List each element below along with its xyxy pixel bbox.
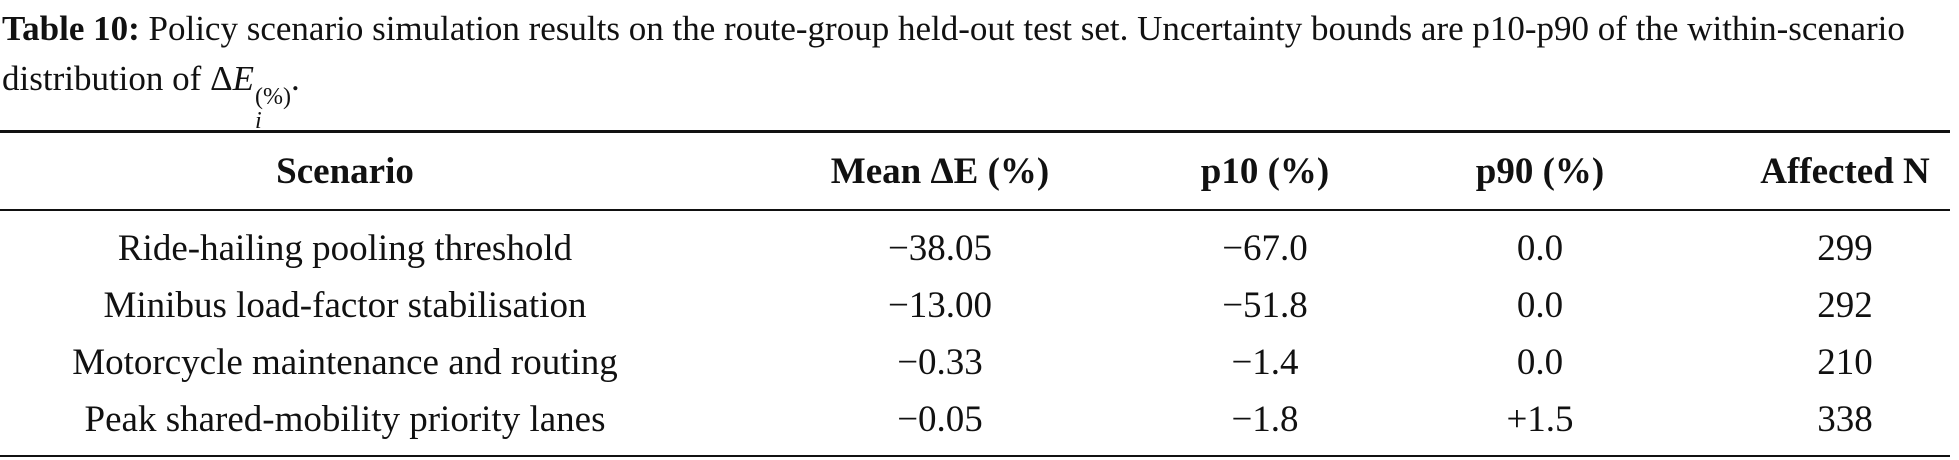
math-var: E — [232, 59, 254, 98]
table-cell: 0.0 — [1516, 228, 1564, 269]
table-cell: 0.0 — [1516, 285, 1564, 326]
caption-label: Table 10: — [2, 9, 140, 48]
caption-math: ΔE (%) i — [210, 59, 291, 133]
header-cell: Scenario — [276, 150, 414, 192]
math-symbol: Δ — [210, 59, 233, 98]
caption: Table 10: Policy scenario simulation res… — [2, 4, 1952, 133]
header-cell: p90 (%) — [1475, 150, 1605, 192]
math-scripts: (%) i — [255, 85, 291, 133]
math-sup: (%) — [254, 84, 291, 110]
table-cell: −51.8 — [1222, 285, 1308, 326]
math-sub: i — [254, 108, 262, 134]
header-row: Scenario Mean ΔE (%) p10 (%) p90 (%) Affecte… — [0, 131, 1950, 210]
table-cell: 338 — [1817, 399, 1873, 440]
table-cell: Minibus load-factor stabilisation — [103, 285, 587, 326]
header-cell: Mean ΔE (%) — [830, 150, 1050, 192]
table-cell: Ride-hailing pooling threshold — [117, 228, 573, 269]
caption-text: Policy scenario simulation results on th… — [2, 9, 1905, 98]
table-cell: −67.0 — [1222, 228, 1308, 269]
table-cell: Motorcycle maintenance and routing — [72, 342, 618, 383]
table-cell: −38.05 — [887, 228, 993, 269]
results-table: Scenario Mean ΔE (%) p10 (%) p90 (%) Affecte… — [0, 130, 1950, 457]
header-cell: p10 (%) — [1200, 150, 1330, 192]
table-body: Ride-hailing pooling threshold −38.05 −67.… — [0, 210, 1950, 456]
table-header: Scenario Mean ΔE (%) p10 (%) p90 (%) Affecte… — [0, 131, 1950, 210]
table-cell: −1.8 — [1231, 399, 1299, 440]
table-row: Motorcycle maintenance and routing −0.33 −… — [0, 334, 1950, 391]
table-cell: −1.4 — [1231, 342, 1299, 383]
table-cell: −0.33 — [897, 342, 983, 383]
table-cell: 299 — [1817, 228, 1873, 269]
table-cell: −0.05 — [897, 399, 983, 440]
table-cell: +1.5 — [1506, 399, 1574, 440]
table-cell: Peak shared-mobility priority lanes — [84, 399, 606, 440]
caption-end: . — [290, 59, 300, 98]
table-cell: 210 — [1817, 342, 1873, 383]
table-row: Ride-hailing pooling threshold −38.05 −67.… — [0, 210, 1950, 277]
table-cell: 0.0 — [1516, 342, 1564, 383]
table-cell: −13.00 — [887, 285, 993, 326]
table-cell: 292 — [1817, 285, 1873, 326]
table-row: Peak shared-mobility priority lanes −0.05… — [0, 391, 1950, 456]
table-row: Minibus load-factor stabilisation −13.00 −… — [0, 277, 1950, 334]
header-cell: Affected N — [1760, 150, 1930, 192]
